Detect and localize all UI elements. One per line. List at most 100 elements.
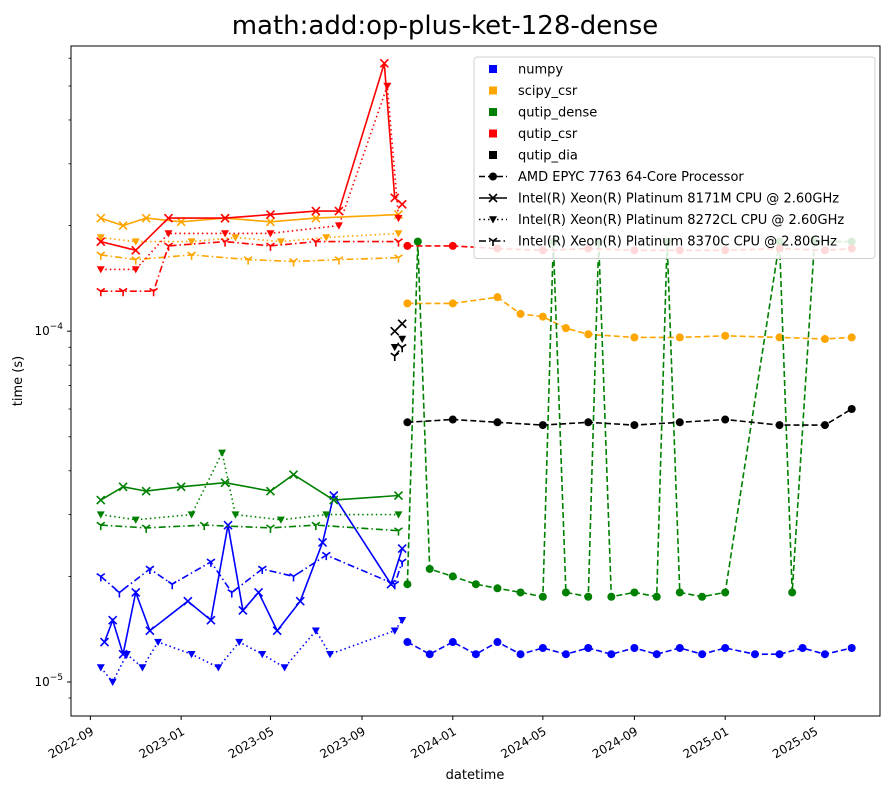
data-point bbox=[398, 617, 407, 625]
y-tick-label: 10−5 bbox=[34, 673, 63, 689]
data-point bbox=[220, 213, 230, 223]
data-point bbox=[289, 258, 298, 267]
data-point bbox=[397, 558, 407, 567]
data-point bbox=[295, 596, 305, 606]
data-point bbox=[721, 415, 730, 424]
x-tick-label: 2025-05 bbox=[770, 724, 820, 761]
data-point bbox=[538, 421, 547, 430]
data-point bbox=[141, 524, 151, 533]
chart-title: math:add:op-plus-ket-128-dense bbox=[232, 11, 659, 41]
data-point bbox=[214, 664, 223, 672]
data-point bbox=[675, 644, 684, 653]
data-point bbox=[235, 638, 244, 647]
data-point bbox=[96, 495, 106, 505]
data-point bbox=[99, 637, 110, 647]
series-line bbox=[103, 493, 403, 655]
data-point bbox=[397, 343, 407, 353]
data-point bbox=[164, 242, 173, 251]
series-numpy-3 bbox=[403, 638, 856, 659]
series-qutip-dia-19 bbox=[403, 405, 856, 430]
series-qutip-csr-14 bbox=[96, 238, 403, 297]
data-point bbox=[131, 256, 141, 265]
data-point bbox=[118, 221, 128, 231]
data-point bbox=[141, 213, 151, 223]
data-point bbox=[322, 234, 331, 242]
legend-entry: Intel(R) Xeon(R) Platinum 8272CL CPU @ 2… bbox=[479, 213, 844, 228]
data-point bbox=[425, 650, 434, 659]
series-scipy-csr-6 bbox=[96, 251, 403, 267]
x-tick-label: 2025-01 bbox=[681, 724, 731, 761]
data-point bbox=[493, 293, 502, 302]
data-point bbox=[390, 193, 400, 203]
x-tick-label: 2024-01 bbox=[408, 724, 458, 761]
data-point bbox=[403, 580, 412, 589]
data-point bbox=[289, 572, 298, 582]
data-point bbox=[493, 584, 502, 593]
data-point bbox=[383, 82, 392, 90]
data-point bbox=[288, 470, 299, 480]
data-point bbox=[280, 664, 289, 672]
legend-swatch bbox=[489, 65, 497, 73]
y-tick-label: 10−4 bbox=[34, 322, 63, 338]
data-point bbox=[397, 544, 407, 554]
data-point bbox=[276, 516, 285, 524]
data-point bbox=[788, 588, 797, 597]
data-point bbox=[108, 678, 117, 687]
data-point bbox=[325, 651, 334, 659]
data-point bbox=[390, 326, 400, 336]
series-line bbox=[100, 524, 399, 532]
data-point bbox=[448, 241, 457, 250]
series-qutip-dense-10 bbox=[96, 521, 403, 536]
data-point bbox=[538, 644, 547, 653]
data-point bbox=[265, 486, 276, 496]
data-point bbox=[311, 238, 321, 247]
data-point bbox=[334, 222, 343, 230]
data-point bbox=[131, 245, 141, 255]
data-point bbox=[253, 587, 264, 598]
data-point bbox=[584, 592, 593, 601]
data-point bbox=[775, 333, 784, 342]
data-point bbox=[266, 524, 275, 533]
series-qutip-dense-9 bbox=[96, 449, 403, 524]
legend-label: Intel(R) Xeon(R) Platinum 8171M CPU @ 2.… bbox=[518, 192, 839, 207]
legend-label: qutip_dia bbox=[518, 149, 578, 164]
data-point bbox=[630, 333, 639, 342]
data-point bbox=[675, 588, 684, 597]
x-tick-label: 2023-05 bbox=[226, 724, 276, 761]
legend-swatch bbox=[489, 151, 497, 159]
legend-swatch bbox=[489, 86, 497, 95]
data-point bbox=[311, 521, 321, 531]
data-point bbox=[448, 572, 457, 581]
series-scipy-csr-4 bbox=[96, 209, 404, 231]
legend-box bbox=[473, 56, 876, 259]
data-point bbox=[398, 335, 407, 343]
data-point bbox=[334, 256, 344, 265]
data-point bbox=[164, 230, 173, 238]
data-point bbox=[390, 344, 399, 352]
data-point bbox=[698, 592, 707, 601]
data-point bbox=[471, 650, 480, 659]
series-line bbox=[100, 213, 399, 227]
legend-entry: qutip_csr bbox=[489, 127, 578, 142]
series-numpy-2 bbox=[96, 551, 407, 598]
data-point bbox=[114, 588, 124, 598]
data-point bbox=[379, 58, 389, 68]
series-line bbox=[100, 473, 399, 501]
data-point bbox=[403, 418, 412, 427]
data-point bbox=[265, 209, 276, 220]
data-point bbox=[131, 238, 140, 246]
data-point bbox=[561, 324, 570, 333]
data-point bbox=[206, 558, 216, 567]
data-point bbox=[311, 213, 321, 223]
data-point bbox=[257, 565, 267, 574]
legend-label: Intel(R) Xeon(R) Platinum 8272CL CPU @ 2… bbox=[518, 213, 844, 228]
data-point bbox=[394, 230, 403, 238]
data-point bbox=[425, 564, 434, 573]
data-point bbox=[538, 312, 547, 321]
data-point bbox=[149, 287, 159, 297]
data-point bbox=[131, 587, 141, 598]
series-qutip-dense-8 bbox=[96, 470, 404, 505]
data-point bbox=[584, 644, 593, 653]
data-point bbox=[394, 214, 403, 223]
